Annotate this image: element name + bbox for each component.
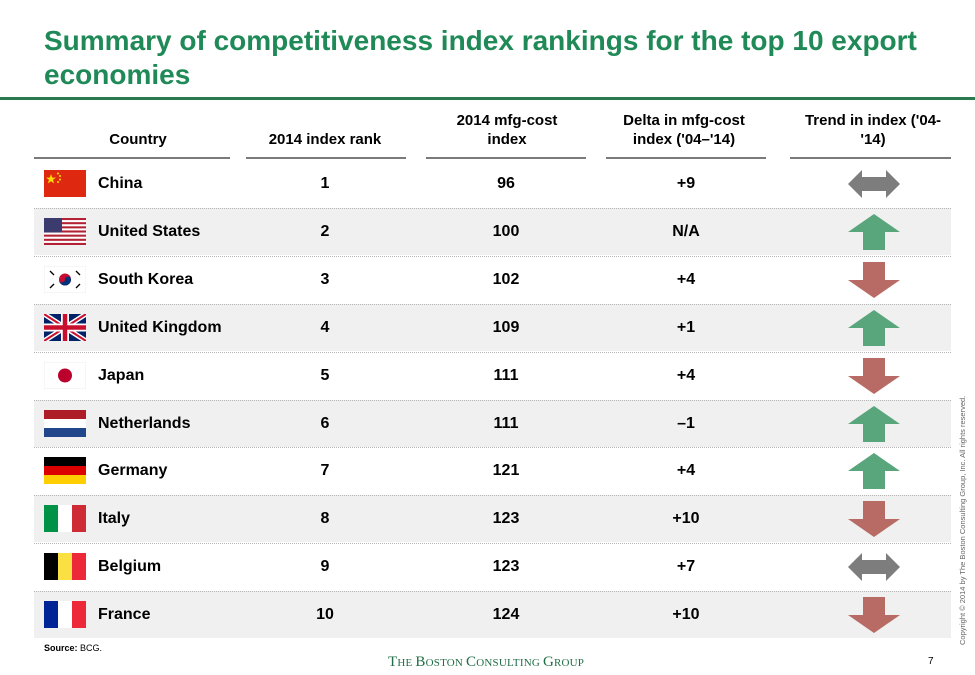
mfg-cost-index: 124 [492, 606, 520, 623]
index-rank: 9 [320, 558, 330, 575]
france-flag-icon [44, 601, 86, 628]
mfg-cost-index: 123 [492, 558, 520, 575]
south-korea-flag-icon [44, 266, 86, 293]
index-rank: 10 [316, 606, 334, 623]
row-divider [34, 304, 951, 305]
country-name: China [98, 175, 143, 192]
header-underline-trend [790, 157, 951, 159]
japan-flag-icon [44, 362, 86, 389]
page-title: Summary of competitiveness index ranking… [44, 25, 917, 90]
svg-text:THE BOSTON CONSULTING GROUP: THE BOSTON CONSULTING GROUP [388, 654, 584, 670]
row-divider [34, 256, 951, 257]
trend-up-arrow-icon [845, 212, 903, 252]
mfg-cost-index: 109 [492, 319, 520, 336]
trend-down-arrow-icon [845, 595, 903, 635]
header-cost: 2014 mfg-cost index [456, 112, 558, 148]
mfg-cost-index: 96 [497, 175, 515, 192]
trend-neutral-arrow-icon [845, 164, 903, 204]
trend-up-arrow-icon [845, 404, 903, 444]
header-rank: 2014 index rank [268, 131, 382, 148]
index-rank: 7 [320, 462, 330, 479]
uk-flag-icon [44, 314, 86, 341]
row-divider [34, 208, 951, 209]
header-underline-cost [426, 157, 586, 159]
index-rank: 1 [320, 175, 330, 192]
table-row: Japan 5 111 +4 [34, 352, 951, 399]
delta-value: N/A [672, 223, 700, 240]
mfg-cost-index: 111 [493, 367, 519, 384]
bcg-logo: THE BOSTON CONSULTING GROUP [388, 654, 584, 670]
header-country: Country [109, 131, 167, 148]
mfg-cost-index: 102 [492, 271, 520, 288]
delta-value: +4 [676, 271, 696, 288]
row-divider [34, 543, 951, 544]
row-divider [34, 495, 951, 496]
table-row: Netherlands 6 111 –1 [34, 400, 951, 447]
mfg-cost-index: 123 [492, 510, 520, 527]
delta-value: +1 [676, 319, 696, 336]
index-rank: 8 [320, 510, 330, 527]
row-divider [34, 591, 951, 592]
table-row: United Kingdom 4 109 +1 [34, 304, 951, 351]
index-rank: 4 [320, 319, 330, 336]
delta-value: +10 [672, 606, 700, 623]
index-rank: 6 [320, 415, 330, 432]
source-note: Source: BCG. [44, 643, 103, 653]
china-flag-icon [44, 170, 86, 197]
trend-up-arrow-icon [845, 308, 903, 348]
usa-flag-icon [44, 218, 86, 245]
header-underline-rank [246, 157, 406, 159]
delta-value: +10 [672, 510, 700, 527]
row-divider [34, 447, 951, 448]
germany-flag-icon [44, 457, 86, 484]
row-divider [34, 352, 951, 353]
table-row: China 1 96 +9 [34, 160, 951, 207]
delta-value: +7 [676, 558, 696, 575]
table-row: United States 2 100 N/A [34, 208, 951, 255]
delta-value: +4 [676, 367, 696, 384]
table-row: Belgium 9 123 +7 [34, 543, 951, 590]
country-name: Italy [98, 510, 131, 527]
page-number: 7 [928, 656, 934, 667]
delta-value: –1 [677, 415, 695, 432]
country-name: France [98, 606, 151, 623]
country-name: Belgium [98, 558, 162, 575]
header-delta: Delta in mfg-cost index ('04–'14) [623, 112, 745, 148]
trend-neutral-arrow-icon [845, 547, 903, 587]
mfg-cost-index: 121 [492, 462, 520, 479]
mfg-cost-index: 111 [493, 415, 519, 432]
table-row: South Korea 3 102 +4 [34, 256, 951, 303]
trend-down-arrow-icon [845, 356, 903, 396]
table-row: Italy 8 123 +10 [34, 495, 951, 542]
trend-down-arrow-icon [845, 499, 903, 539]
delta-value: +9 [676, 175, 696, 192]
index-rank: 5 [320, 367, 330, 384]
delta-value: +4 [676, 462, 696, 479]
country-name: United Kingdom [98, 319, 222, 336]
belgium-flag-icon [44, 553, 86, 580]
netherlands-flag-icon [44, 410, 86, 437]
trend-up-arrow-icon [845, 451, 903, 491]
trend-down-arrow-icon [845, 260, 903, 300]
mfg-cost-index: 100 [492, 223, 520, 240]
header-trend: Trend in index ('04-'14) [804, 112, 942, 148]
row-divider [34, 400, 951, 401]
table-row: France 10 124 +10 [34, 591, 951, 638]
country-name: Germany [98, 462, 168, 479]
copyright-notice: Copyright © 2014 by The Boston Consultin… [958, 395, 967, 645]
country-name: Netherlands [98, 415, 191, 432]
table-row: Germany 7 121 +4 [34, 447, 951, 494]
country-name: Japan [98, 367, 145, 384]
header-underline-delta [606, 157, 766, 159]
country-name: United States [98, 223, 201, 240]
index-rank: 2 [320, 223, 330, 240]
italy-flag-icon [44, 505, 86, 532]
country-name: South Korea [98, 271, 194, 288]
header-underline-country [34, 157, 230, 159]
title-divider [0, 97, 975, 100]
index-rank: 3 [320, 271, 330, 288]
